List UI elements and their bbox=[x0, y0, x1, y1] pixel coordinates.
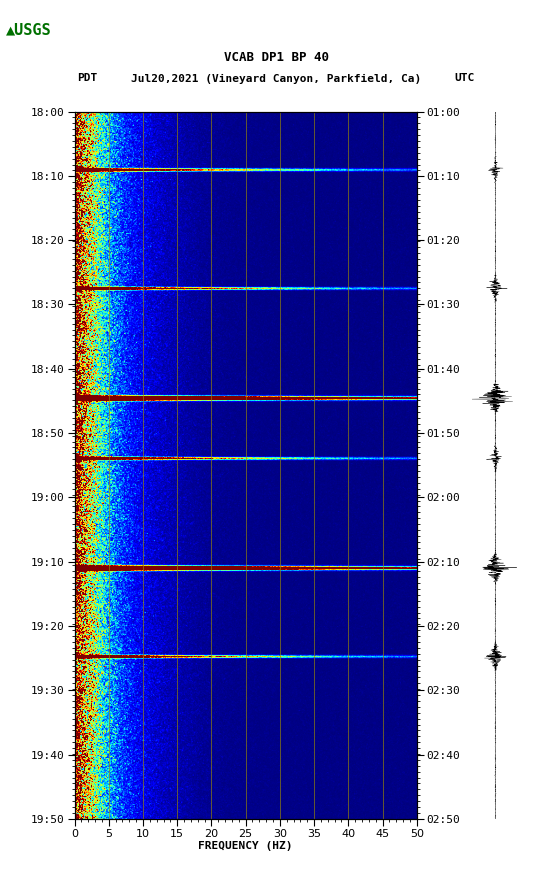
X-axis label: FREQUENCY (HZ): FREQUENCY (HZ) bbox=[198, 841, 293, 851]
Text: UTC: UTC bbox=[454, 73, 475, 84]
Text: VCAB DP1 BP 40: VCAB DP1 BP 40 bbox=[224, 52, 328, 64]
Text: Jul20,2021 (Vineyard Canyon, Parkfield, Ca): Jul20,2021 (Vineyard Canyon, Parkfield, … bbox=[131, 73, 421, 84]
Text: PDT: PDT bbox=[77, 73, 98, 84]
Text: ▲USGS: ▲USGS bbox=[6, 22, 51, 37]
